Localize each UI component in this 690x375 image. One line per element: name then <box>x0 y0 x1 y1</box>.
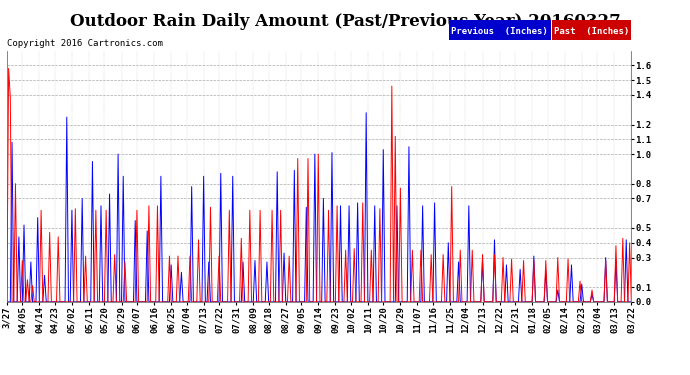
Text: Past  (Inches): Past (Inches) <box>554 27 629 36</box>
Text: Previous  (Inches): Previous (Inches) <box>451 27 547 36</box>
Text: Copyright 2016 Cartronics.com: Copyright 2016 Cartronics.com <box>7 39 163 48</box>
Text: Outdoor Rain Daily Amount (Past/Previous Year) 20160327: Outdoor Rain Daily Amount (Past/Previous… <box>70 13 620 30</box>
